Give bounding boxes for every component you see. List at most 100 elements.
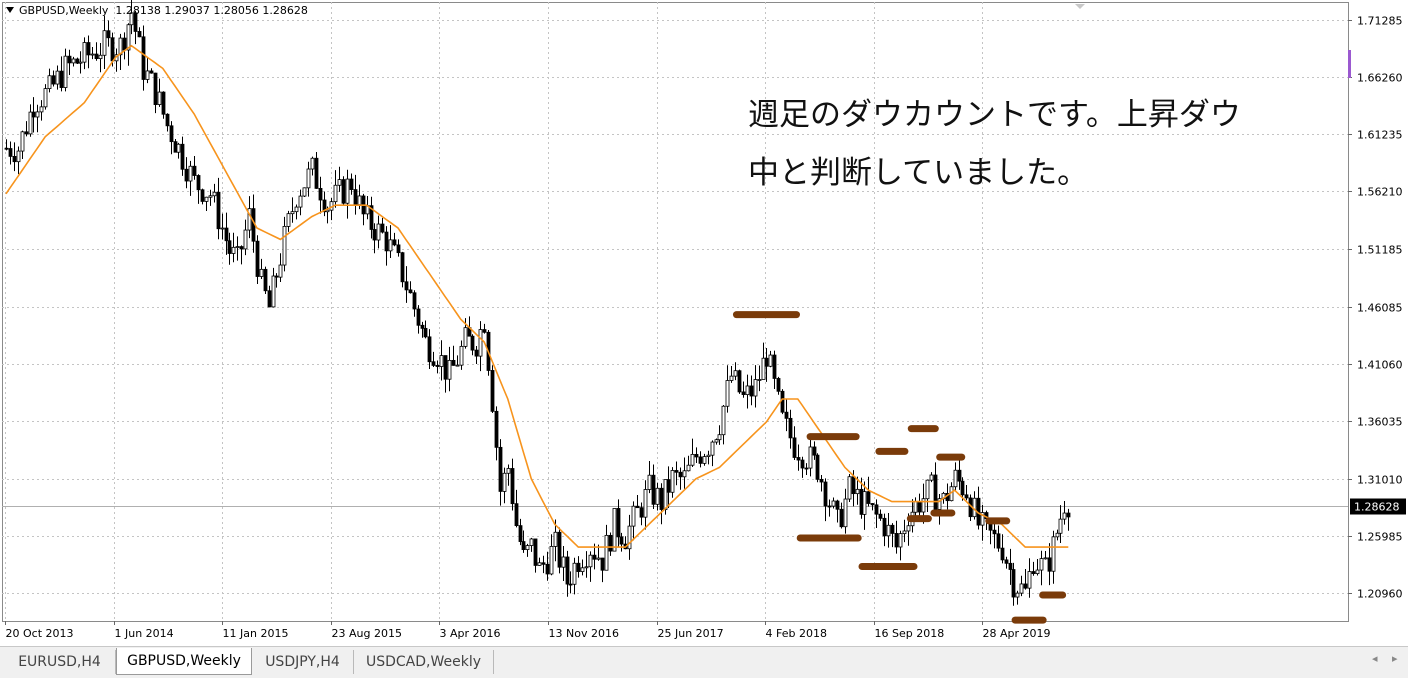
candle-body [278, 264, 283, 278]
candle-body [686, 464, 691, 472]
candle-body [804, 467, 809, 470]
candle-body [247, 208, 252, 231]
candle-body [964, 494, 969, 499]
candle-body [619, 536, 624, 545]
candle-body [126, 24, 131, 51]
candle-body [416, 308, 421, 326]
candle-body [290, 211, 295, 215]
candle-body [427, 336, 432, 363]
candle-body [86, 42, 91, 56]
candle-body [796, 457, 801, 461]
candle-body [298, 195, 303, 208]
candle-body [31, 111, 36, 118]
candle-body [71, 58, 76, 64]
candle-body [470, 335, 475, 351]
candle-body [243, 229, 248, 250]
candle-body [580, 567, 585, 572]
candle-body [1058, 518, 1063, 534]
candle-body [188, 165, 193, 182]
price-chart[interactable]: 1.71285 1.66260 1.61235 1.56210 1.51185 1.460… [0, 0, 1408, 646]
candle-body [788, 417, 793, 439]
tab-eurusd-h4[interactable]: EURUSD,H4 [4, 650, 116, 674]
candle-body [1043, 557, 1048, 560]
candle-body [200, 189, 205, 202]
candle-body [917, 501, 922, 513]
candle-body [392, 239, 397, 246]
candle-body [745, 385, 750, 396]
candle-body [259, 268, 264, 277]
tab-gbpusd-weekly[interactable]: GBPUSD,Weekly [116, 648, 252, 675]
candle-body [1039, 558, 1044, 571]
candle-body [933, 474, 938, 510]
candle-body [502, 472, 507, 492]
candle-body [588, 554, 593, 568]
x-tick-label: 16 Sep 2018 [875, 627, 945, 640]
candle-body [812, 446, 817, 456]
candle-body [862, 491, 867, 515]
candle-body [490, 370, 495, 412]
annotation-line-2: 中と判断していました。 [748, 155, 1089, 191]
y-tick-label: 1.36035 [1357, 416, 1403, 429]
candle-body [737, 370, 742, 393]
candle-body [694, 453, 699, 458]
candle-body [616, 508, 621, 538]
candle-body [463, 327, 468, 347]
candle-body [494, 410, 499, 448]
candle-body [568, 583, 573, 586]
y-tick-label: 1.51185 [1357, 244, 1403, 257]
candle-body [898, 533, 903, 548]
candle-body [149, 70, 154, 74]
candle-body [1027, 571, 1032, 589]
candle-body [847, 476, 852, 500]
candle-body [325, 209, 330, 213]
candle-body [576, 562, 581, 572]
candle-body [843, 498, 848, 528]
candle-body [800, 459, 805, 469]
candle-body [521, 541, 526, 551]
candle-body [106, 30, 111, 39]
y-tick-label: 1.66260 [1357, 72, 1403, 85]
candle-body [749, 385, 754, 397]
candle-body [717, 434, 722, 441]
tab-usdjpy-h4[interactable]: USDJPY,H4 [252, 650, 354, 674]
candle-body [294, 206, 299, 213]
candle-body [710, 441, 715, 456]
chart-area[interactable]: 1.71285 1.66260 1.61235 1.56210 1.51185 1.460… [0, 0, 1408, 646]
candle-body [674, 470, 679, 473]
dropdown-triangle-icon[interactable] [6, 7, 14, 13]
candle-body [851, 476, 856, 495]
scroll-left-icon[interactable]: ◂ [1372, 652, 1378, 665]
candle-body [866, 491, 871, 504]
candle-body [992, 529, 997, 535]
candle-body [380, 223, 385, 233]
candle-body [498, 446, 503, 492]
y-tick-label: 1.46085 [1357, 302, 1403, 315]
candle-body [906, 525, 911, 532]
candle-body [90, 53, 95, 56]
y-tick-label: 1.56210 [1357, 186, 1403, 199]
candle-body [518, 525, 523, 542]
tab-usdcad-weekly[interactable]: USDCAD,Weekly [354, 650, 494, 674]
candle-body [902, 530, 907, 535]
candle-body [514, 503, 519, 527]
candle-body [322, 199, 327, 213]
scroll-marker-icon[interactable] [1075, 4, 1085, 9]
candle-body [306, 168, 311, 189]
candle-body [572, 562, 577, 585]
candle-body [216, 191, 221, 230]
candle-body [1000, 547, 1005, 561]
candle-body [506, 468, 511, 474]
candle-body [690, 453, 695, 466]
candle-body [196, 175, 201, 191]
candle-body [729, 375, 734, 381]
candle-body [353, 189, 358, 206]
candle-body [600, 557, 605, 571]
candle-body [1035, 569, 1040, 575]
candle-body [659, 487, 664, 510]
candle-body [423, 327, 428, 338]
candle-body [561, 556, 566, 568]
scroll-right-icon[interactable]: ▸ [1392, 652, 1398, 665]
candle-body [39, 106, 44, 113]
candle-body [67, 55, 72, 64]
candle-body [890, 524, 895, 534]
